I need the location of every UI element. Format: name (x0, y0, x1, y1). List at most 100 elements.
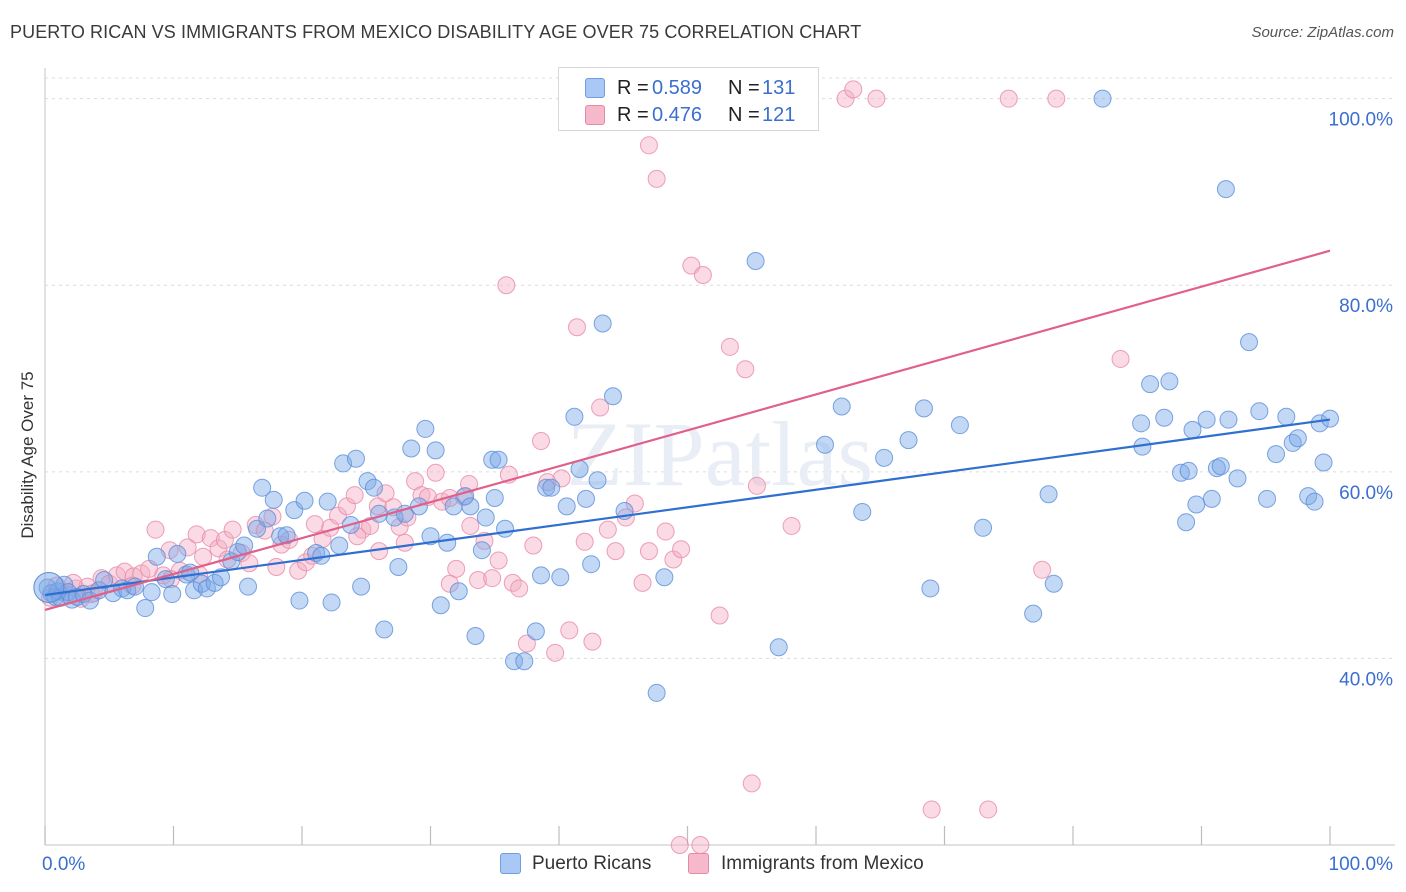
point-puerto-rican (426, 441, 445, 460)
point-immigrant-mexico (348, 527, 367, 546)
point-immigrant-mexico (461, 516, 480, 535)
point-immigrant-mexico (201, 529, 220, 548)
point-immigrant-mexico (625, 494, 644, 513)
point-puerto-rican (449, 582, 468, 601)
trend-line-immigrants-mexico (44, 249, 1331, 611)
point-puerto-rican (593, 314, 612, 333)
point-immigrant-mexico (395, 533, 414, 552)
point-puerto-rican (551, 568, 570, 587)
point-immigrant-mexico (844, 80, 863, 99)
point-puerto-rican (875, 448, 894, 467)
legend-r-value: 0.476 (652, 104, 703, 126)
point-puerto-rican (815, 435, 834, 454)
legend-row-puerto-ricans: R = 0.589 N = 131 (559, 73, 818, 101)
point-puerto-rican (95, 571, 114, 590)
point-puerto-rican (1093, 89, 1112, 108)
point-puerto-rican (431, 596, 450, 615)
point-puerto-rican (1155, 408, 1174, 427)
point-puerto-rican (557, 497, 576, 516)
point-puerto-rican (532, 566, 551, 585)
point-immigrant-mexico (742, 774, 761, 793)
point-immigrant-mexico (560, 621, 579, 640)
point-puerto-rican (476, 508, 495, 527)
point-immigrant-mexico (606, 542, 625, 561)
point-puerto-rican (416, 419, 435, 438)
point-immigrant-mexico (693, 265, 712, 284)
point-puerto-rican (168, 544, 187, 563)
point-puerto-rican (537, 478, 556, 497)
point-puerto-rican (1250, 402, 1269, 421)
legend-r-label: R = (617, 104, 649, 126)
point-immigrant-mexico (836, 89, 855, 108)
point-puerto-rican (853, 502, 872, 521)
point-immigrant-mexico (591, 398, 610, 417)
trend-line-puerto-ricans (44, 418, 1331, 597)
point-immigrant-mexico (376, 484, 395, 503)
point-puerto-rican (1132, 414, 1151, 433)
point-puerto-rican (1211, 457, 1230, 476)
point-immigrant-mexico (1047, 89, 1066, 108)
point-immigrant-mexico (664, 550, 683, 569)
point-puerto-rican (375, 620, 394, 639)
point-puerto-rican (358, 472, 377, 491)
point-immigrant-mexico (483, 569, 502, 588)
series-legend-immigrants-mexico: Immigrants from Mexico (688, 852, 968, 878)
point-puerto-rican (389, 557, 408, 576)
point-puerto-rican (285, 501, 304, 520)
point-immigrant-mexico (575, 532, 594, 551)
point-puerto-rican (364, 478, 383, 497)
point-puerto-rican (1321, 409, 1339, 428)
point-puerto-rican (1177, 513, 1196, 532)
point-puerto-rican (1141, 375, 1160, 394)
point-puerto-rican (212, 568, 231, 587)
point-puerto-rican (1219, 410, 1238, 429)
legend-n-label: N = (728, 77, 760, 99)
point-immigrant-mexico (1111, 349, 1130, 368)
point-puerto-rican (582, 555, 601, 574)
point-immigrant-mexico (1033, 560, 1052, 579)
point-puerto-rican (1314, 453, 1333, 472)
point-immigrant-mexico (469, 571, 488, 590)
legend-swatch-blue (585, 78, 605, 98)
legend-swatch-pink (688, 853, 709, 874)
point-puerto-rican (489, 450, 508, 469)
point-puerto-rican (485, 488, 504, 507)
point-puerto-rican (565, 407, 584, 426)
point-puerto-rican (1258, 489, 1277, 508)
point-puerto-rican (472, 541, 491, 560)
point-immigrant-mexico (447, 559, 466, 578)
point-puerto-rican (1183, 420, 1202, 439)
legend-label: Immigrants from Mexico (721, 853, 924, 874)
point-puerto-rican (974, 518, 993, 537)
y-axis-label: Disability Age Over 75 (18, 371, 37, 539)
legend-swatch-pink (585, 105, 605, 125)
point-immigrant-mexico (647, 169, 666, 188)
correlation-legend: R = 0.589 N = 131 R = 0.476 N = 121 (558, 67, 819, 131)
point-immigrant-mexico (524, 536, 543, 555)
point-immigrant-mexico (178, 538, 197, 557)
point-puerto-rican (318, 492, 337, 511)
point-puerto-rican (421, 527, 440, 546)
point-puerto-rican (346, 449, 365, 468)
point-puerto-rican (142, 583, 161, 602)
point-puerto-rican (914, 399, 933, 418)
point-immigrant-mexico (672, 540, 691, 559)
point-puerto-rican (290, 591, 309, 610)
point-puerto-rican (438, 533, 457, 552)
point-immigrant-mexico (532, 432, 551, 451)
point-immigrant-mexico (187, 525, 206, 544)
point-immigrant-mexico (267, 557, 286, 576)
point-puerto-rican (295, 491, 314, 510)
point-puerto-rican (746, 251, 765, 270)
chart-title: PUERTO RICAN VS IMMIGRANTS FROM MEXICO D… (10, 22, 862, 42)
point-immigrant-mexico (670, 836, 689, 854)
point-immigrant-mexico (361, 516, 380, 535)
point-immigrant-mexico (552, 469, 571, 488)
chart-source: Source: ZipAtlas.com (1251, 24, 1394, 41)
point-immigrant-mexico (567, 318, 586, 337)
point-puerto-rican (322, 593, 341, 612)
point-puerto-rican (1197, 410, 1216, 429)
point-puerto-rican (1267, 445, 1286, 464)
point-puerto-rican (483, 450, 502, 469)
